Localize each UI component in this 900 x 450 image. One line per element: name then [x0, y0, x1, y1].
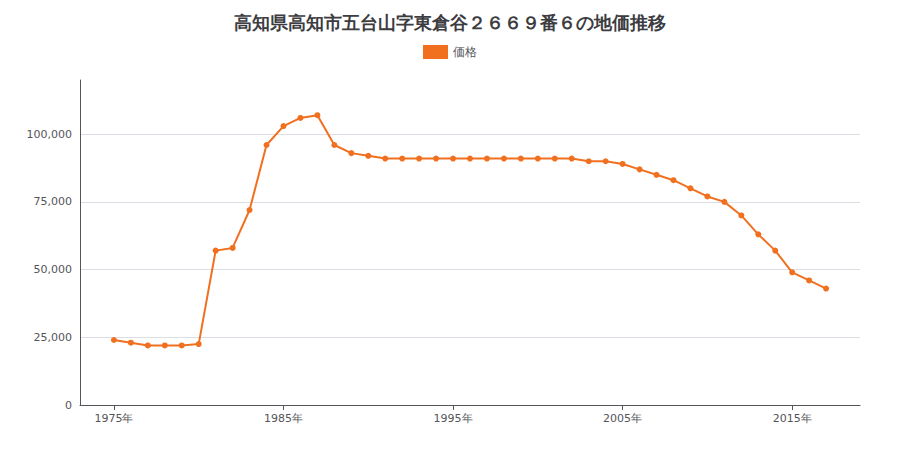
svg-text:1975年: 1975年 — [94, 412, 133, 425]
svg-text:0: 0 — [65, 399, 72, 412]
svg-text:1985年: 1985年 — [264, 412, 303, 425]
svg-text:1995年: 1995年 — [434, 412, 473, 425]
svg-text:50,000: 50,000 — [34, 263, 73, 276]
svg-text:2005年: 2005年 — [603, 412, 642, 425]
svg-text:価格: 価格 — [453, 45, 477, 59]
svg-text:100,000: 100,000 — [27, 128, 73, 141]
svg-text:75,000: 75,000 — [34, 195, 73, 208]
svg-text:25,000: 25,000 — [34, 331, 73, 344]
svg-text:高知県高知市五台山字東倉谷２６６９番６の地価推移: 高知県高知市五台山字東倉谷２６６９番６の地価推移 — [234, 12, 666, 33]
svg-text:2015年: 2015年 — [773, 412, 812, 425]
